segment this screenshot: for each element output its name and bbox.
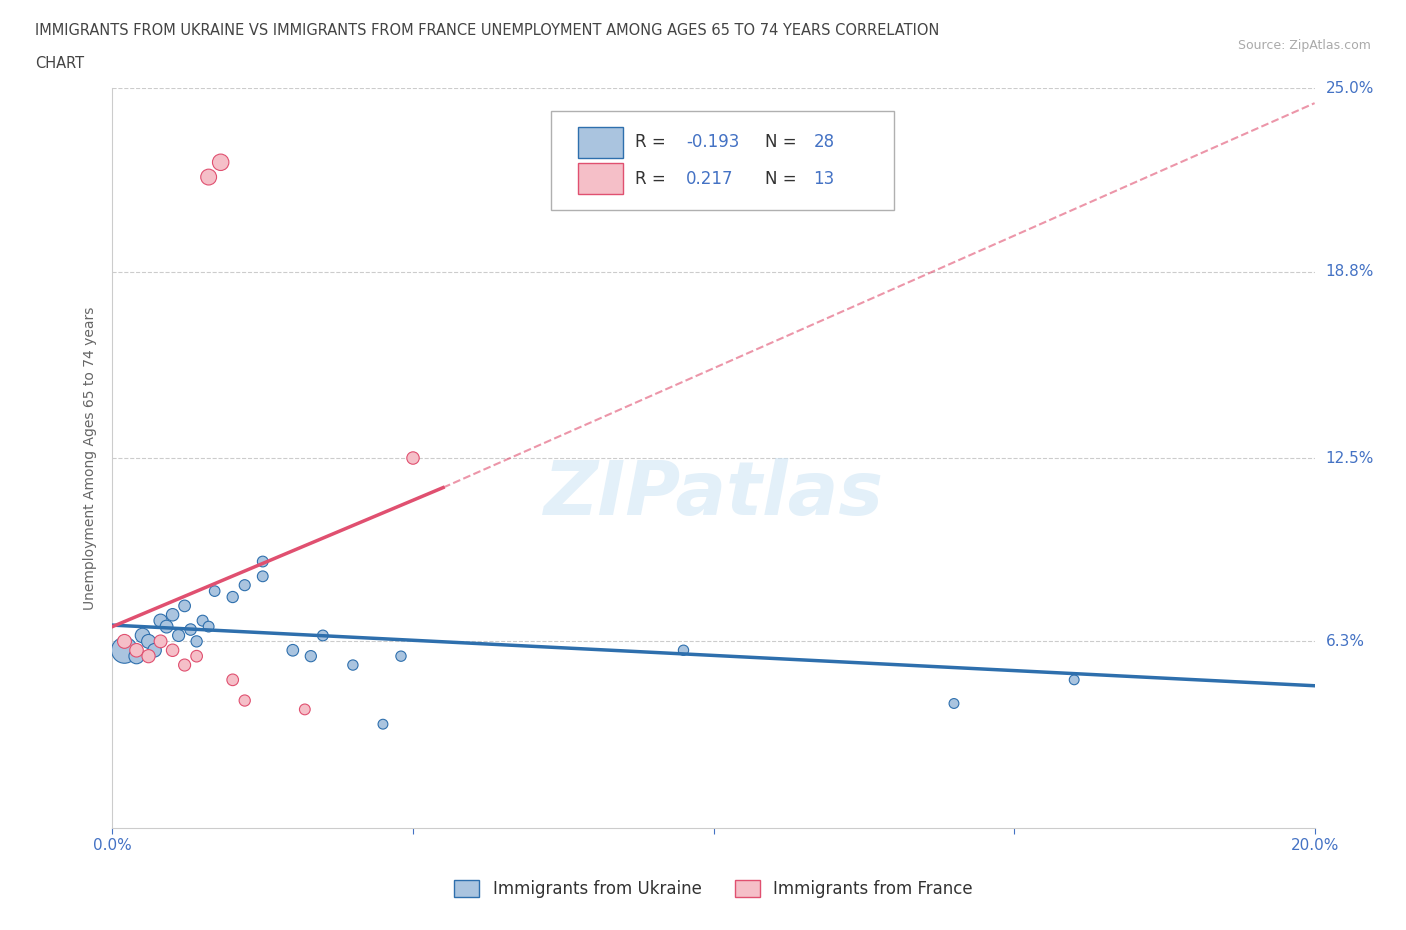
FancyBboxPatch shape (551, 111, 894, 210)
Point (186, 634, 208, 649)
Text: ZIPatlas: ZIPatlas (544, 458, 883, 531)
Point (222, 672, 245, 687)
Y-axis label: Unemployment Among Ages 65 to 74 years: Unemployment Among Ages 65 to 74 years (83, 306, 97, 610)
Point (204, 584, 226, 599)
Text: 0.217: 0.217 (686, 169, 734, 188)
Point (294, 702, 316, 717)
Text: CHART: CHART (35, 56, 84, 71)
Point (672, 643, 695, 658)
Point (222, 590, 245, 604)
Point (186, 649, 208, 664)
Point (131, 628, 153, 643)
Point (162, 643, 184, 658)
Point (252, 569, 274, 584)
Point (402, 451, 425, 466)
Point (342, 658, 364, 672)
Text: R =: R = (636, 169, 672, 188)
Point (191, 613, 214, 628)
Point (162, 607, 184, 622)
Text: 6.3%: 6.3% (1326, 634, 1365, 649)
Point (114, 643, 136, 658)
Legend: Immigrants from Ukraine, Immigrants from France: Immigrants from Ukraine, Immigrants from… (447, 873, 980, 904)
Point (209, 154, 232, 169)
Point (371, 717, 394, 732)
Point (149, 613, 172, 628)
Point (281, 643, 304, 658)
Point (197, 619, 219, 634)
FancyBboxPatch shape (578, 163, 623, 194)
Text: N =: N = (765, 169, 801, 188)
Point (114, 634, 136, 649)
Text: N =: N = (765, 133, 801, 152)
Text: 13: 13 (813, 169, 835, 188)
Point (138, 634, 160, 649)
Point (125, 643, 148, 658)
Point (125, 649, 148, 664)
Point (138, 649, 160, 664)
Point (942, 696, 965, 711)
Text: -0.193: -0.193 (686, 133, 740, 152)
Text: 18.8%: 18.8% (1326, 264, 1374, 279)
Text: 28: 28 (813, 133, 834, 152)
Point (167, 628, 190, 643)
Text: IMMIGRANTS FROM UKRAINE VS IMMIGRANTS FROM FRANCE UNEMPLOYMENT AMONG AGES 65 TO : IMMIGRANTS FROM UKRAINE VS IMMIGRANTS FR… (35, 23, 939, 38)
Point (233, 578, 256, 592)
Point (233, 693, 256, 708)
Point (155, 619, 177, 634)
Point (299, 649, 322, 664)
Point (173, 599, 195, 614)
Point (252, 554, 274, 569)
FancyBboxPatch shape (578, 126, 623, 158)
Text: 12.5%: 12.5% (1326, 450, 1374, 466)
Point (389, 649, 412, 664)
Point (197, 169, 219, 184)
Point (312, 628, 335, 643)
Text: R =: R = (636, 133, 672, 152)
Point (143, 643, 166, 658)
Text: Source: ZipAtlas.com: Source: ZipAtlas.com (1237, 39, 1371, 52)
Text: 25.0%: 25.0% (1326, 81, 1374, 96)
Point (149, 634, 172, 649)
Point (180, 622, 202, 637)
Point (1063, 672, 1085, 687)
Point (173, 658, 195, 672)
